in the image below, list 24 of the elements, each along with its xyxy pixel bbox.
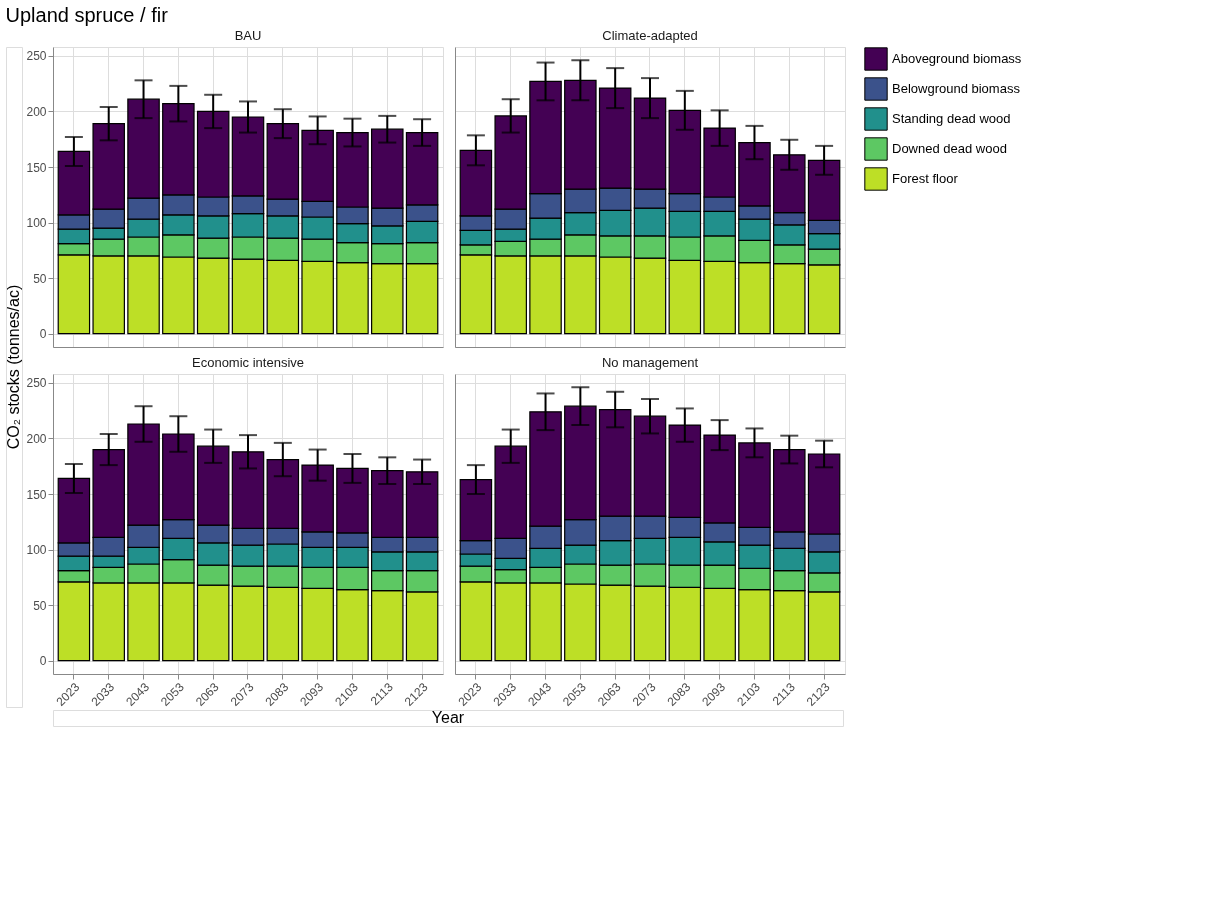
legend-label: Belowground biomass <box>892 81 1021 96</box>
legend-label: Aboveground biomass <box>892 51 1022 66</box>
chart-title: BAU <box>234 28 262 43</box>
chart-title: Economic intensive <box>192 355 304 370</box>
y-tick-label: 100 <box>26 543 47 558</box>
y-tick-label: 0 <box>39 327 47 342</box>
text: Upland spruce / fir <box>5 3 169 26</box>
y-tick-label: 50 <box>33 598 47 613</box>
chart-title: Climate-adapted <box>602 28 698 43</box>
y-tick-label: 150 <box>26 160 47 175</box>
legend-label: Forest floor <box>892 171 959 186</box>
y-tick-label: 250 <box>26 376 47 391</box>
x-axis-title: Year <box>431 709 465 726</box>
y-tick-label: 0 <box>39 654 47 669</box>
y-tick-label: 200 <box>26 431 47 446</box>
y-tick-label: 50 <box>33 271 47 286</box>
y-tick-label: 150 <box>26 487 47 502</box>
y-tick-label: 250 <box>26 49 47 64</box>
y-tick-label: 200 <box>26 104 47 119</box>
legend-label: Standing dead wood <box>892 111 1011 126</box>
chart-title: No management <box>601 355 699 370</box>
legend-label: Downed dead wood <box>892 141 1007 156</box>
y-tick-label: 100 <box>26 216 47 231</box>
y-axis-title: CO₂ stocks (tonnes/ac) <box>5 284 22 450</box>
